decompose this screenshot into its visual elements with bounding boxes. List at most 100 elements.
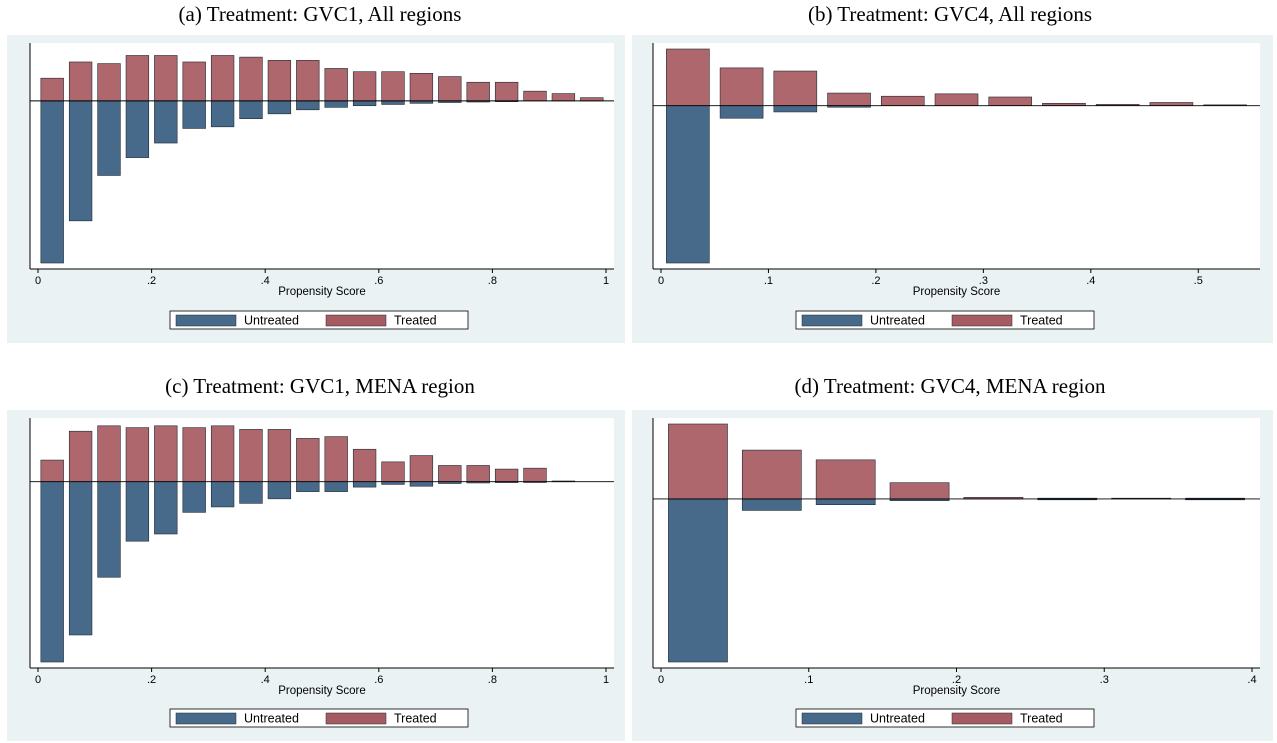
bar	[409, 455, 434, 482]
bar	[324, 68, 348, 102]
bar	[125, 481, 150, 542]
bar	[210, 100, 235, 128]
legend-swatch	[801, 712, 863, 725]
x-tick-label: .3	[979, 275, 988, 287]
bar	[741, 449, 802, 500]
bar	[773, 105, 818, 113]
x-tick-label: .3	[1100, 674, 1109, 686]
untreated-series	[668, 498, 1245, 663]
legend-swatch	[951, 314, 1013, 327]
bar	[815, 498, 876, 505]
bar	[154, 481, 178, 535]
legend: Untreated Treated	[795, 708, 1095, 728]
bar	[125, 55, 150, 102]
treated-series	[40, 55, 604, 102]
legend-label: Untreated	[244, 712, 299, 726]
bar	[68, 100, 93, 222]
bar	[988, 96, 1033, 106]
bar	[97, 63, 121, 102]
bar	[352, 71, 377, 102]
bar	[523, 90, 547, 102]
bar	[97, 481, 121, 578]
x-tick-label: .8	[488, 674, 497, 686]
chart-c-svg: 0 .2 .4 .6 .8 1 Propensity Score Untreated Treat…	[29, 418, 614, 728]
bar	[267, 60, 292, 102]
bar	[296, 100, 320, 111]
panel-c-title: (c) Treatment: GVC1, MENA region	[165, 374, 475, 398]
bar	[494, 81, 519, 102]
bar	[580, 97, 604, 102]
bar	[210, 425, 235, 482]
legend-swatch	[325, 712, 387, 725]
bar	[324, 481, 348, 492]
bar	[523, 467, 547, 482]
bar	[182, 100, 206, 129]
legend-label: Untreated	[870, 314, 925, 328]
legend-label: Treated	[1020, 314, 1063, 328]
legend: Untreated Treated	[795, 310, 1095, 330]
bar	[666, 105, 710, 264]
chart-d: 0 .1 .2 .3 .4 Propensity Score Untreated Treate…	[632, 410, 1273, 741]
bar	[381, 71, 405, 102]
legend-box	[795, 310, 1095, 330]
bar	[267, 100, 292, 115]
bar	[40, 77, 64, 102]
bar	[296, 481, 320, 492]
legend-label: Untreated	[244, 314, 299, 328]
bar	[438, 465, 462, 483]
legend-swatch	[325, 314, 387, 327]
bar	[381, 100, 405, 105]
bar	[324, 436, 348, 483]
chart-a-svg: 0 .2 .4 .6 .8 1 Propensity Score Untreated Treat…	[29, 43, 614, 330]
legend-label: Treated	[394, 712, 437, 726]
bar	[97, 425, 121, 482]
bar	[934, 93, 979, 106]
bar	[239, 100, 263, 120]
chart-b: 0 .1 .2 .3 .4 .5 Propensity Score Untreated Trea…	[632, 35, 1273, 343]
legend-box	[169, 310, 469, 330]
bar	[182, 481, 206, 513]
bar	[210, 481, 235, 508]
x-tick-label: .2	[871, 275, 880, 287]
bar	[409, 481, 434, 487]
bar	[880, 95, 925, 106]
x-tick-label: .1	[764, 275, 773, 287]
bar	[68, 481, 93, 636]
bar	[827, 92, 871, 106]
x-tick-label: 0	[35, 275, 41, 287]
legend-swatch	[175, 712, 237, 725]
x-axis-title: Propensity Score	[913, 685, 1001, 697]
bar	[182, 61, 206, 102]
x-tick-label: 1	[603, 275, 609, 287]
x-tick-label: .6	[374, 275, 383, 287]
treated-series	[668, 423, 1245, 500]
bar	[889, 482, 950, 500]
x-tick-label: .2	[147, 674, 156, 686]
bar	[668, 498, 728, 663]
treated-series	[40, 425, 576, 483]
x-tick-label: 0	[35, 674, 41, 686]
x-tick-label: 1	[603, 674, 609, 686]
bar	[40, 481, 64, 663]
bar	[125, 100, 150, 158]
x-tick-label: .6	[374, 674, 383, 686]
bar	[409, 73, 434, 102]
bar	[741, 498, 802, 511]
x-tick-label: .5	[1194, 275, 1203, 287]
x-tick-label: .4	[261, 275, 270, 287]
legend-swatch	[175, 314, 237, 327]
panel-a-title: (a) Treatment: GVC1, All regions	[178, 2, 462, 26]
bar	[68, 430, 93, 482]
chart-c: 0 .2 .4 .6 .8 1 Propensity Score Untreated Treat…	[7, 410, 625, 741]
legend-box	[795, 708, 1095, 728]
x-tick-label: .2	[952, 674, 961, 686]
bar	[773, 70, 818, 106]
bar	[239, 56, 263, 102]
bar	[239, 429, 263, 483]
bar	[1149, 102, 1194, 106]
bar	[267, 429, 292, 483]
x-tick-label: 0	[658, 674, 664, 686]
bar	[97, 100, 121, 176]
x-axis-title: Propensity Score	[913, 286, 1001, 298]
untreated-series	[40, 481, 547, 663]
